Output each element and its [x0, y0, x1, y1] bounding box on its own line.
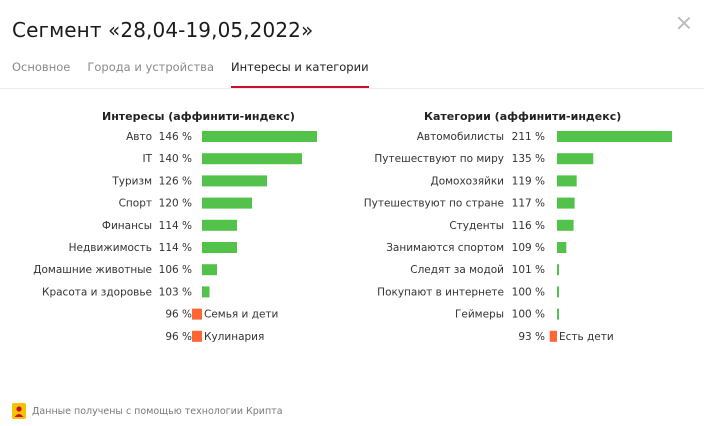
value-label: 100 %	[512, 309, 545, 321]
value-label: 96 %	[165, 309, 192, 321]
bar-1-4	[557, 219, 574, 231]
bar-1-5	[557, 242, 567, 253]
bar-0-7	[202, 286, 210, 298]
interests-chart-title: Интересы (аффинити-индекс)	[102, 110, 295, 123]
category-label: Туризм	[111, 175, 152, 187]
bar-0-2	[202, 175, 267, 187]
value-label: 117 %	[512, 198, 545, 210]
category-label: Домохозяйки	[431, 175, 505, 187]
value-label: 106 %	[159, 264, 192, 276]
tab-interests-categories[interactable]: Интересы и категории	[231, 58, 369, 88]
bar-0-4	[202, 219, 237, 231]
categories-chart: 211 % Автомобилисты 135 % Путешествуют по м…	[364, 131, 672, 343]
value-label: 93 %	[518, 331, 545, 343]
value-label: 211 %	[512, 131, 545, 143]
bar-0-3	[202, 197, 252, 209]
value-label: 114 %	[159, 242, 192, 254]
bar-0-8	[192, 308, 202, 320]
value-label: 109 %	[512, 242, 545, 254]
value-label: 120 %	[159, 198, 192, 210]
category-label: Путешествуют по стране	[364, 198, 504, 210]
bar-0-1	[202, 153, 302, 165]
value-label: 103 %	[159, 286, 192, 298]
category-label: Кулинария	[204, 331, 264, 343]
category-label: Автомобилисты	[417, 131, 504, 143]
value-label: 135 %	[512, 153, 545, 165]
category-label: Есть дети	[559, 331, 614, 343]
bar-1-7	[557, 286, 559, 298]
category-label: Путешествуют по миру	[374, 153, 504, 165]
bar-0-0	[202, 131, 317, 142]
value-label: 116 %	[512, 220, 545, 232]
value-label: 140 %	[159, 153, 192, 165]
bar-0-6	[202, 264, 217, 276]
value-label: 100 %	[512, 286, 545, 298]
bar-1-1	[557, 153, 594, 165]
tab-general[interactable]: Основное	[12, 60, 71, 74]
bar-1-6	[557, 264, 559, 276]
bar-1-2	[557, 175, 577, 187]
bar-1-8	[557, 308, 559, 320]
category-label: Домашние животные	[33, 264, 152, 276]
category-label: Геймеры	[455, 309, 504, 321]
category-label: Авто	[126, 131, 152, 143]
category-label: IT	[142, 153, 152, 165]
category-label: Занимаются спортом	[386, 242, 504, 254]
modal-title: Сегмент «28,04-19,05,2022»	[12, 18, 314, 42]
category-label: Покупают в интернете	[377, 286, 504, 298]
category-label: Финансы	[102, 220, 152, 232]
interests-chart: 146 % Авто 140 % IT 126 % Туризм 120 % Спорт 114…	[33, 131, 317, 343]
value-label: 119 %	[512, 175, 545, 187]
tab-cities-devices[interactable]: Города и устройства	[87, 60, 214, 74]
bar-1-3	[557, 197, 575, 209]
krypta-icon	[12, 403, 26, 419]
category-label: Спорт	[119, 198, 152, 210]
bar-1-0	[557, 131, 672, 142]
footer-text: Данные получены с помощью технологии Кри…	[32, 405, 283, 417]
bar-0-5	[202, 242, 237, 253]
categories-chart-title: Категории (аффинити-индекс)	[424, 110, 622, 123]
value-label: 146 %	[159, 131, 192, 143]
tab-divider	[0, 88, 704, 89]
category-label: Семья и дети	[204, 309, 278, 321]
category-label: Недвижимость	[69, 242, 152, 254]
footer: Данные получены с помощью технологии Кри…	[12, 403, 283, 419]
bar-1-9	[549, 330, 557, 342]
category-label: Красота и здоровье	[42, 286, 152, 298]
close-icon[interactable]	[674, 14, 694, 34]
category-label: Следят за модой	[410, 264, 504, 276]
category-label: Студенты	[449, 220, 504, 232]
tab-bar: Основное Города и устройства Интересы и …	[12, 58, 386, 88]
value-label: 114 %	[159, 220, 192, 232]
value-label: 101 %	[512, 264, 545, 276]
value-label: 96 %	[165, 331, 192, 343]
bar-0-9	[192, 330, 202, 342]
value-label: 126 %	[159, 175, 192, 187]
